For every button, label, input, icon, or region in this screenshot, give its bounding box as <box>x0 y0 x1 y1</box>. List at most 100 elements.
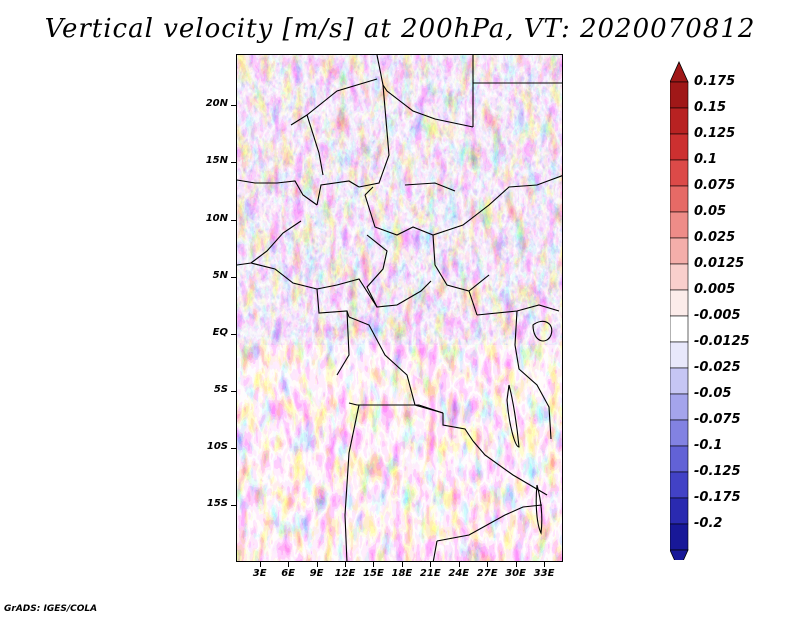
border-line <box>376 55 474 128</box>
colorbar-swatch <box>670 211 689 239</box>
border-line <box>366 234 388 308</box>
lon-tick-label: 21E <box>419 568 441 579</box>
border-line <box>316 180 360 206</box>
border-line <box>472 440 548 496</box>
border-line <box>316 278 432 308</box>
colorbar-swatch <box>670 471 689 499</box>
border-line <box>468 290 478 316</box>
colorbar-label: 0.005 <box>694 282 736 297</box>
colorbar-label: 0.075 <box>694 178 736 193</box>
border-line <box>364 175 562 236</box>
border-line <box>237 179 277 184</box>
colorbar-label: -0.025 <box>694 360 741 375</box>
lake-outline <box>506 384 520 448</box>
colorbar-swatch <box>670 445 689 473</box>
border-line <box>364 186 374 196</box>
lon-tick-label: 9E <box>309 568 324 579</box>
colorbar-swatch <box>670 81 689 109</box>
colorbar-label: 0.0125 <box>694 256 745 271</box>
lat-tick-mark <box>231 447 236 449</box>
lon-tick-mark <box>515 562 517 567</box>
colorbar-swatch <box>670 107 689 135</box>
lat-tick-label: 15N <box>205 155 228 167</box>
lon-tick-label: 24E <box>448 568 470 579</box>
lon-tick-mark <box>458 562 460 567</box>
border-line <box>436 504 543 542</box>
border-line <box>432 540 438 561</box>
border-line <box>348 402 444 414</box>
lat-tick-mark <box>231 219 236 221</box>
lon-tick-mark <box>373 562 375 567</box>
colorbar-label: 0.15 <box>694 100 727 115</box>
colorbar-label: -0.005 <box>694 308 741 323</box>
colorbar-label: 0.175 <box>694 74 736 89</box>
colorbar-swatch <box>670 341 689 369</box>
lon-tick-mark <box>544 562 546 567</box>
grads-credit: GrADS: IGES/COLA <box>4 604 98 614</box>
lon-tick-label: 27E <box>476 568 498 579</box>
border-line <box>250 262 318 290</box>
colorbar-swatch <box>670 159 689 187</box>
lat-tick-label: 20N <box>205 98 228 110</box>
colorbar-label: -0.0125 <box>694 334 750 349</box>
border-line <box>306 78 378 116</box>
border-line <box>316 288 350 318</box>
lat-tick-mark <box>231 276 236 278</box>
lat-tick-mark <box>231 162 236 164</box>
lon-tick-label: 15E <box>363 568 384 579</box>
border-line <box>348 316 444 414</box>
border-line <box>336 310 350 376</box>
lat-tick-mark <box>231 390 236 392</box>
colorbar-label: -0.175 <box>694 490 741 505</box>
border-line <box>358 84 390 188</box>
colorbar-swatch <box>670 237 689 265</box>
lat-tick-label: 5S <box>213 383 228 395</box>
colorbar-label: 0.025 <box>694 230 736 245</box>
border-line <box>276 180 318 206</box>
lon-tick-mark <box>259 562 261 567</box>
vertical-velocity-map[interactable] <box>236 54 563 562</box>
border-line <box>237 220 302 266</box>
map-title: Vertical velocity [m/s] at 200hPa, VT: 2… <box>44 14 756 44</box>
lon-tick-label: 30E <box>505 568 526 579</box>
lon-tick-label: 33E <box>533 568 555 579</box>
lat-tick-mark <box>231 333 236 335</box>
lon-tick-mark <box>487 562 489 567</box>
border-line <box>442 413 474 442</box>
colorbar-max-arrow <box>670 61 689 83</box>
colorbar-swatch <box>670 367 689 395</box>
border-line <box>404 182 456 192</box>
lon-tick-mark <box>430 562 432 567</box>
lon-tick-label: 12E <box>334 568 356 579</box>
lon-tick-mark <box>288 562 290 567</box>
colorbar-label: 0.125 <box>694 126 736 141</box>
colorbar-label: -0.05 <box>694 386 732 401</box>
lake-outline <box>532 320 553 342</box>
lat-tick-mark <box>231 504 236 506</box>
lat-tick-label: 15S <box>206 497 228 509</box>
lat-tick-label: 10N <box>205 212 228 224</box>
lon-tick-mark <box>345 562 346 567</box>
lon-tick-label: 6E <box>281 568 296 579</box>
colorbar-label: 0.1 <box>694 152 718 167</box>
colorbar-swatch <box>670 289 689 317</box>
border-line <box>514 310 552 440</box>
colorbar-swatch <box>670 419 689 447</box>
lake-outline <box>535 484 543 535</box>
colorbar-label: -0.1 <box>694 438 723 453</box>
border-line <box>344 404 360 561</box>
colorbar-swatch <box>670 315 689 343</box>
colorbar-swatch <box>670 185 689 213</box>
colorbar-min-arrow <box>670 549 689 560</box>
country-borders <box>237 55 562 561</box>
colorbar <box>670 61 689 560</box>
lat-tick-label: EQ <box>212 326 228 338</box>
lon-tick-mark <box>316 562 318 567</box>
colorbar-label: -0.125 <box>694 464 741 479</box>
colorbar-label: -0.2 <box>694 516 723 531</box>
colorbar-swatch <box>670 263 689 291</box>
lon-tick-mark <box>401 562 403 567</box>
colorbar-swatch <box>670 393 689 421</box>
lon-tick-label: 18E <box>391 568 413 579</box>
colorbar-label: 0.05 <box>694 204 727 219</box>
